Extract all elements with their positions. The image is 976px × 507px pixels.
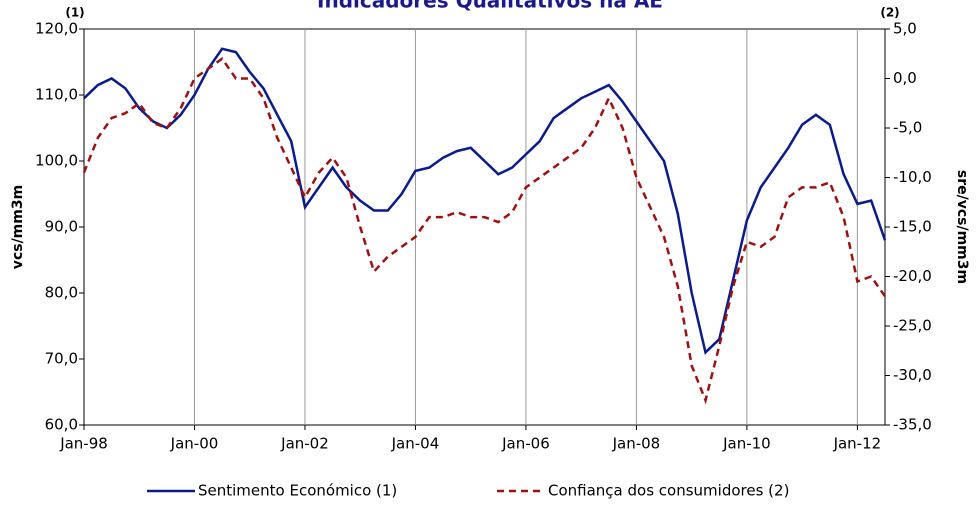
x-tick-label: Jan-12 — [833, 435, 882, 453]
y-tick-label: 100,0 — [35, 152, 78, 170]
chart-title: Indicadores Qualitativos na AE — [317, 0, 663, 13]
x-tick-label: Jan-10 — [722, 435, 771, 453]
plot-frame — [83, 28, 886, 426]
y2-tick-label: -30,0 — [893, 366, 932, 384]
x-tick-label: Jan-00 — [170, 435, 219, 453]
y-annotation: (1) — [65, 6, 84, 20]
series-line — [83, 47, 887, 355]
y2-tick-label: -5,0 — [893, 119, 922, 137]
series-line — [82, 56, 887, 405]
y2-tick-label: -35,0 — [893, 416, 932, 434]
y2-tick-label: 5,0 — [893, 20, 917, 38]
y-tick-label: 70,0 — [45, 350, 78, 368]
x-tick-label: Jan-98 — [59, 435, 108, 453]
y2-tick-label: -15,0 — [893, 218, 932, 236]
y-tick-label: 90,0 — [45, 218, 78, 236]
y2-tick-label: 0,0 — [893, 69, 917, 87]
y2-axis-label: sre/vcs/mm3m — [954, 170, 970, 284]
legend-label: Confiança dos consumidores (2) — [548, 482, 789, 500]
y-axis-label: vcs/mm3m — [10, 185, 26, 269]
y2-tick-label: -10,0 — [893, 168, 932, 186]
y-tick-label: 60,0 — [45, 416, 78, 434]
y-tick-label: 110,0 — [35, 86, 78, 104]
y-tick-label: 80,0 — [45, 284, 78, 302]
x-tick-label: Jan-08 — [612, 435, 661, 453]
y-tick-label: 120,0 — [35, 20, 78, 38]
y2-tick-label: -20,0 — [893, 267, 932, 285]
x-tick-label: Jan-02 — [280, 435, 329, 453]
y2-tick-label: -25,0 — [893, 317, 932, 335]
x-tick-label: Jan-06 — [501, 435, 550, 453]
x-tick-label: Jan-04 — [391, 435, 440, 453]
legend-label: Sentimento Económico (1) — [198, 482, 397, 500]
y2-annotation: (2) — [880, 6, 899, 20]
